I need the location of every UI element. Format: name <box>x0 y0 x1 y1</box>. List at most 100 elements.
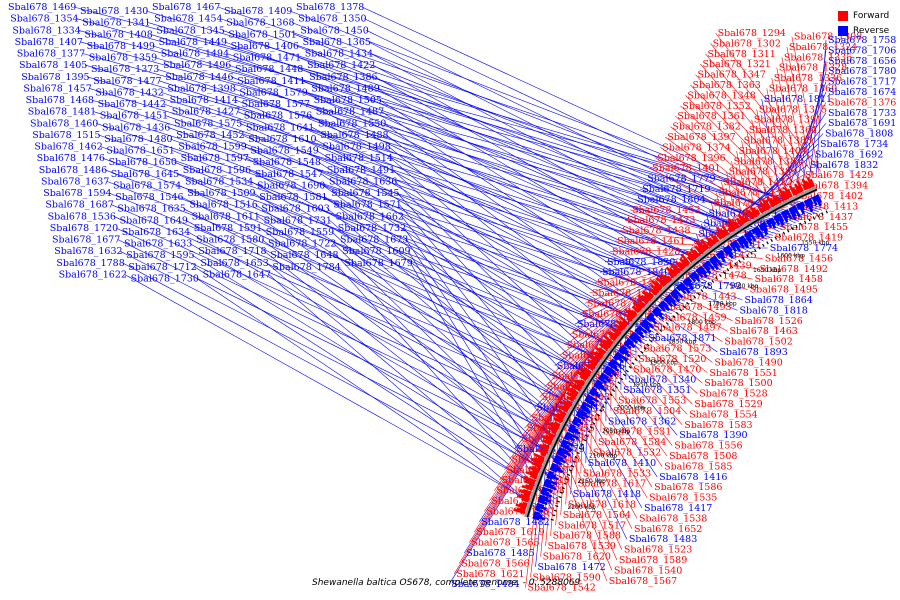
gene-label-reverse: Sbal678_1871 <box>648 333 716 344</box>
gene-glyph-reverse <box>710 257 719 267</box>
gene-label-forward: Sbal678_1567 <box>609 576 677 587</box>
leader-line-reverse <box>233 88 711 280</box>
leader-line-reverse <box>383 123 665 323</box>
gene-glyph-forward <box>559 404 570 412</box>
gene-glyph-forward <box>566 391 577 400</box>
leader-line-reverse <box>104 169 627 367</box>
gene-label-forward: Sbal678_1328 <box>779 63 847 74</box>
position-tick <box>707 282 711 286</box>
gene-glyph-forward <box>591 350 603 360</box>
gene-glyph-reverse <box>628 335 639 344</box>
gene-glyph-forward <box>523 475 536 483</box>
leader-line-reverse <box>327 208 591 423</box>
gene-glyph-reverse <box>686 276 693 283</box>
position-tick <box>730 265 734 269</box>
leader-line-reverse <box>194 266 556 500</box>
gene-label-forward: Sbal678_1619 <box>476 527 544 538</box>
leader-line-forward <box>489 379 574 502</box>
leader-line-reverse <box>479 391 567 522</box>
gene-label-reverse: Sbal678_1641 <box>246 122 314 133</box>
leader-line-reverse <box>706 213 712 234</box>
gene-glyph-reverse <box>590 388 599 395</box>
gene-label-forward: Sbal678_1459 <box>658 312 726 323</box>
gene-label-forward: Sbal678_1554 <box>689 409 757 420</box>
position-tick <box>609 393 613 396</box>
gene-label-reverse: Sbal678_1457 <box>23 83 91 94</box>
gene-glyph-forward <box>774 195 781 205</box>
gene-label-reverse: Sbal678_1351 <box>623 385 691 396</box>
gene-glyph-forward <box>688 251 696 261</box>
gene-glyph-reverse <box>554 456 566 464</box>
leader-line-reverse <box>296 45 767 240</box>
leader-line-reverse <box>257 216 584 436</box>
gene-glyph-reverse <box>589 389 601 399</box>
gene-glyph-reverse <box>651 309 659 317</box>
gene-glyph-forward <box>648 292 655 299</box>
leader-line-reverse <box>89 88 716 276</box>
gene-glyph-forward <box>727 218 737 231</box>
gene-glyph-reverse <box>557 450 565 456</box>
gene-glyph-forward <box>618 320 627 328</box>
leader-line-reverse <box>645 178 731 220</box>
gene-glyph-reverse <box>658 302 665 309</box>
position-tick <box>655 332 660 336</box>
gene-label-forward: Sbal678_1492 <box>760 264 828 275</box>
gene-label-reverse: Sbal678_1489 <box>311 83 379 94</box>
gene-label-forward: Sbal678_1539 <box>548 541 616 552</box>
leader-line-forward <box>771 78 793 185</box>
gene-glyph-reverse <box>646 314 658 325</box>
gene-label-reverse: Sbal678_1610 <box>248 134 316 145</box>
gene-glyph-reverse <box>699 265 708 275</box>
leader-line-reverse <box>403 227 573 459</box>
position-tick <box>561 487 565 490</box>
leader-line-reverse <box>120 250 564 479</box>
gene-glyph-forward <box>602 339 612 347</box>
gene-glyph-forward <box>637 293 649 305</box>
gene-glyph-forward <box>650 283 660 294</box>
gene-glyph-reverse <box>595 381 605 389</box>
leader-line-reverse <box>246 157 634 359</box>
leader-line-reverse <box>410 262 553 510</box>
gene-label-forward: Sbal678_1445 <box>714 198 782 209</box>
gene-label-forward: Sbal678_1573 <box>643 344 711 355</box>
leader-line-reverse <box>253 192 602 404</box>
gene-glyph-forward <box>624 308 635 319</box>
gene-glyph-reverse <box>588 391 595 397</box>
gene-glyph-forward <box>610 327 621 336</box>
gene-glyph-reverse <box>732 240 742 252</box>
leader-line-reverse <box>307 103 694 294</box>
gene-glyph-forward <box>545 438 553 444</box>
gene-glyph-forward <box>708 237 716 246</box>
gene-label-reverse: Sbal678_1780 <box>828 66 896 77</box>
gene-glyph-forward <box>791 186 798 196</box>
gene-glyph-reverse <box>584 398 597 408</box>
gene-glyph-reverse <box>613 354 625 363</box>
gene-label-forward: Sbal678_1347 <box>698 70 766 81</box>
position-tick <box>770 238 773 243</box>
gene-label-reverse: Sbal678_1377 <box>17 49 85 60</box>
gene-glyph-forward <box>576 370 589 380</box>
gene-glyph-reverse <box>567 428 575 434</box>
gene-glyph-reverse <box>739 236 749 249</box>
gene-glyph-forward <box>598 342 609 352</box>
leader-line-reverse <box>338 266 554 507</box>
gene-label-reverse: Sbal678_1405 <box>19 60 87 71</box>
position-tick <box>669 318 673 322</box>
gene-glyph-forward <box>706 241 713 248</box>
gene-glyph-forward <box>569 387 579 395</box>
position-tick <box>625 369 629 373</box>
gene-glyph-reverse <box>664 296 672 304</box>
gene-label-forward: Sbal678_1413 <box>790 201 858 212</box>
gene-label-reverse: Sbal678_1390 <box>679 430 747 441</box>
position-tick <box>563 482 567 485</box>
gene-label-reverse: Sbal678_1408 <box>84 29 152 40</box>
gene-glyph-reverse <box>669 291 681 303</box>
position-tick <box>556 500 560 503</box>
gene-glyph-forward <box>521 497 529 503</box>
gene-label-reverse: Sbal678_1410 <box>588 458 656 469</box>
scale-tick-label: 2200 kbp <box>568 504 596 511</box>
gene-glyph-reverse <box>692 271 700 279</box>
position-tick <box>696 292 700 296</box>
position-tick <box>762 243 765 247</box>
gene-label-reverse: Sbal678_1365 <box>303 37 371 48</box>
